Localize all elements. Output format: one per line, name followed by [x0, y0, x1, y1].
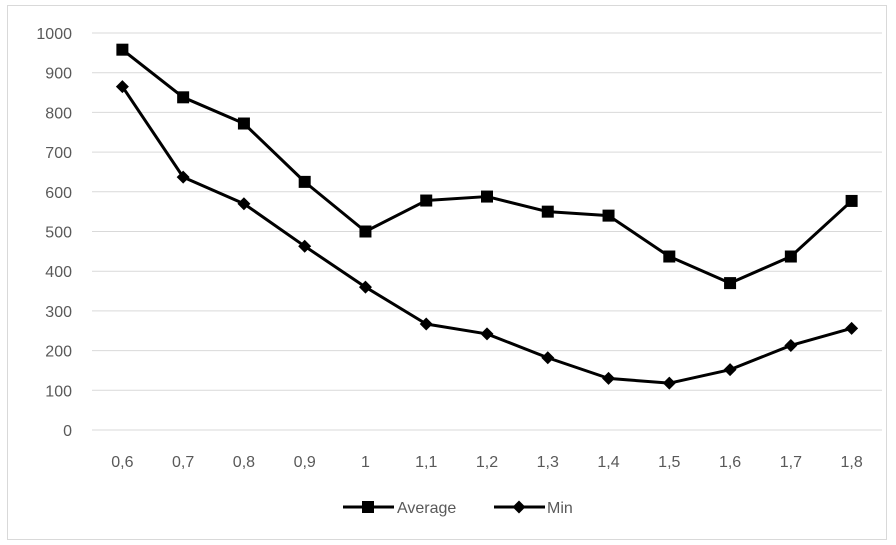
y-tick-label: 200 [45, 344, 72, 361]
y-tick-label: 600 [45, 185, 72, 202]
min-point [358, 280, 372, 294]
y-tick-label: 400 [45, 264, 72, 281]
series-average [116, 43, 858, 290]
x-tick-label: 1,8 [840, 454, 862, 471]
average-point [541, 205, 554, 218]
min-point [176, 170, 190, 184]
x-tick-label: 0,9 [294, 454, 316, 471]
y-tick-label: 500 [45, 225, 72, 242]
x-tick-label: 1,7 [780, 454, 802, 471]
average-point [359, 225, 372, 238]
x-tick-label: 1,2 [476, 454, 498, 471]
x-tick-label: 0,7 [172, 454, 194, 471]
legend-marker-average [362, 501, 374, 513]
legend-item-min: Min [494, 500, 573, 517]
x-tick-label: 1,4 [597, 454, 619, 471]
average-point [420, 194, 433, 207]
min-point [237, 197, 251, 211]
min-point [723, 363, 737, 377]
y-axis-ticks: 0 100 200 300 400 500 600 700 800 900 1000 [36, 26, 72, 440]
min-point [115, 80, 129, 94]
legend-label-average: Average [397, 500, 456, 517]
series-min [115, 80, 859, 390]
legend: Average Min [343, 500, 573, 517]
y-tick-label: 800 [45, 105, 72, 122]
average-point [237, 117, 250, 130]
average-point [481, 190, 493, 203]
x-tick-label: 0,8 [233, 454, 255, 471]
x-tick-label: 0,6 [111, 454, 133, 471]
y-tick-label: 700 [45, 145, 72, 162]
chart-frame [7, 5, 887, 540]
average-point [298, 175, 311, 188]
min-point [541, 351, 555, 365]
x-tick-label: 1,5 [658, 454, 680, 471]
y-tick-label: 900 [45, 66, 72, 83]
legend-marker-min [512, 500, 526, 514]
y-tick-label: 1000 [36, 26, 72, 43]
legend-item-average: Average [343, 500, 456, 517]
x-tick-label: 1,6 [719, 454, 741, 471]
y-tick-label: 100 [45, 383, 72, 400]
average-point [602, 209, 615, 222]
x-axis-ticks: 0,6 0,7 0,8 0,9 1 1,1 1,2 1,3 1,4 1,5 1,6 1,7 1,8 [111, 454, 863, 471]
x-tick-label: 1 [361, 454, 370, 471]
x-tick-label: 1,3 [537, 454, 559, 471]
y-tick-label: 300 [45, 304, 72, 321]
average-point [784, 250, 797, 263]
y-tick-label: 0 [63, 423, 72, 440]
average-line [121, 48, 853, 285]
min-point [784, 338, 798, 352]
min-point [480, 327, 494, 341]
average-point [663, 250, 676, 263]
min-point [419, 317, 433, 331]
legend-label-min: Min [547, 500, 573, 517]
average-point [845, 194, 858, 207]
x-tick-label: 1,1 [415, 454, 437, 471]
average-point [177, 91, 190, 104]
series-layer [115, 43, 859, 390]
min-point [845, 321, 859, 335]
average-point [116, 43, 129, 56]
gridlines [92, 32, 882, 431]
min-point [662, 376, 676, 390]
min-point [602, 371, 616, 385]
min-point [298, 239, 312, 253]
average-point [724, 277, 737, 290]
